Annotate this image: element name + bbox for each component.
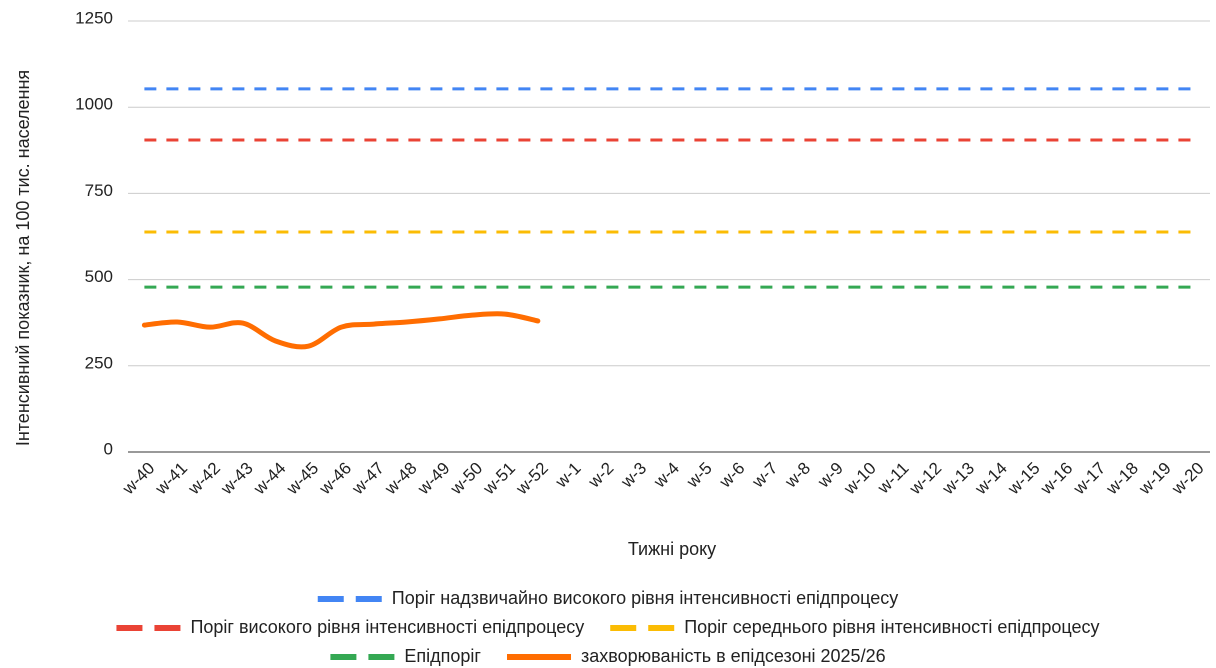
legend-row: Поріг надзвичайно високого рівня інтенси… (317, 588, 899, 608)
x-tick-label: w-49 (413, 459, 453, 499)
x-tick-label: w-42 (184, 459, 224, 499)
x-tick-label: w-2 (584, 459, 618, 493)
y-tick-label: 750 (85, 181, 113, 200)
x-tick-label: w-3 (617, 459, 651, 493)
x-tick-label: w-14 (971, 459, 1011, 499)
legend-row: Поріг високого рівня інтенсивності епідп… (116, 617, 1100, 637)
x-tick-label: w-43 (217, 459, 257, 499)
x-tick-label: w-51 (479, 459, 519, 499)
x-axis-title: Тижні року (628, 539, 716, 559)
x-tick-label: w-48 (380, 459, 420, 499)
y-tick-label: 1000 (75, 95, 113, 114)
x-tick-label: w-4 (649, 459, 683, 493)
legend-label: Поріг середнього рівня інтенсивності епі… (684, 617, 1099, 637)
x-tick-label: w-11 (873, 459, 912, 498)
legend-label: Поріг надзвичайно високого рівня інтенси… (392, 588, 899, 608)
x-tick-label: w-13 (938, 459, 978, 499)
x-tick-label: w-50 (446, 459, 486, 499)
x-tick-label: w-18 (1102, 459, 1142, 499)
x-tick-label: w-46 (315, 459, 355, 499)
x-tick-label: w-45 (282, 459, 322, 499)
x-tick-label: w-47 (348, 459, 388, 499)
y-tick-label: 250 (85, 353, 113, 372)
x-tick-label: w-52 (512, 459, 552, 499)
x-tick-label: w-40 (118, 459, 158, 499)
x-tick-label: w-15 (1003, 459, 1043, 499)
x-tick-label: w-7 (748, 459, 782, 493)
series-line (141, 311, 541, 350)
x-tick-label: w-41 (151, 459, 191, 499)
x-tick-label: w-12 (905, 459, 945, 499)
x-tick-label: w-16 (1036, 459, 1076, 499)
x-tick-label: w-10 (840, 459, 880, 499)
x-tick-label: w-6 (715, 459, 749, 493)
x-tick-label: w-19 (1135, 459, 1175, 499)
legend-label: Епідпоріг (404, 646, 481, 666)
legend-label: Поріг високого рівня інтенсивності епідп… (190, 617, 584, 637)
x-tick-label: w-1 (551, 459, 585, 493)
y-tick-label: 0 (104, 439, 113, 458)
x-tick-label: w-20 (1167, 459, 1207, 499)
y-tick-label: 1250 (75, 8, 113, 27)
x-tick-label: w-5 (682, 459, 716, 493)
x-tick-label: w-44 (249, 459, 289, 499)
y-tick-label: 500 (85, 267, 113, 286)
legend-row: Епідпоріг захворюваність в епідсезоні 202… (330, 646, 886, 666)
x-tick-label: w-8 (781, 459, 815, 493)
y-axis-title: Інтенсивний показник, на 100 тис. населе… (13, 70, 33, 446)
legend-label: захворюваність в епідсезоні 2025/26 (581, 646, 886, 666)
x-tick-label: w-17 (1069, 459, 1109, 499)
